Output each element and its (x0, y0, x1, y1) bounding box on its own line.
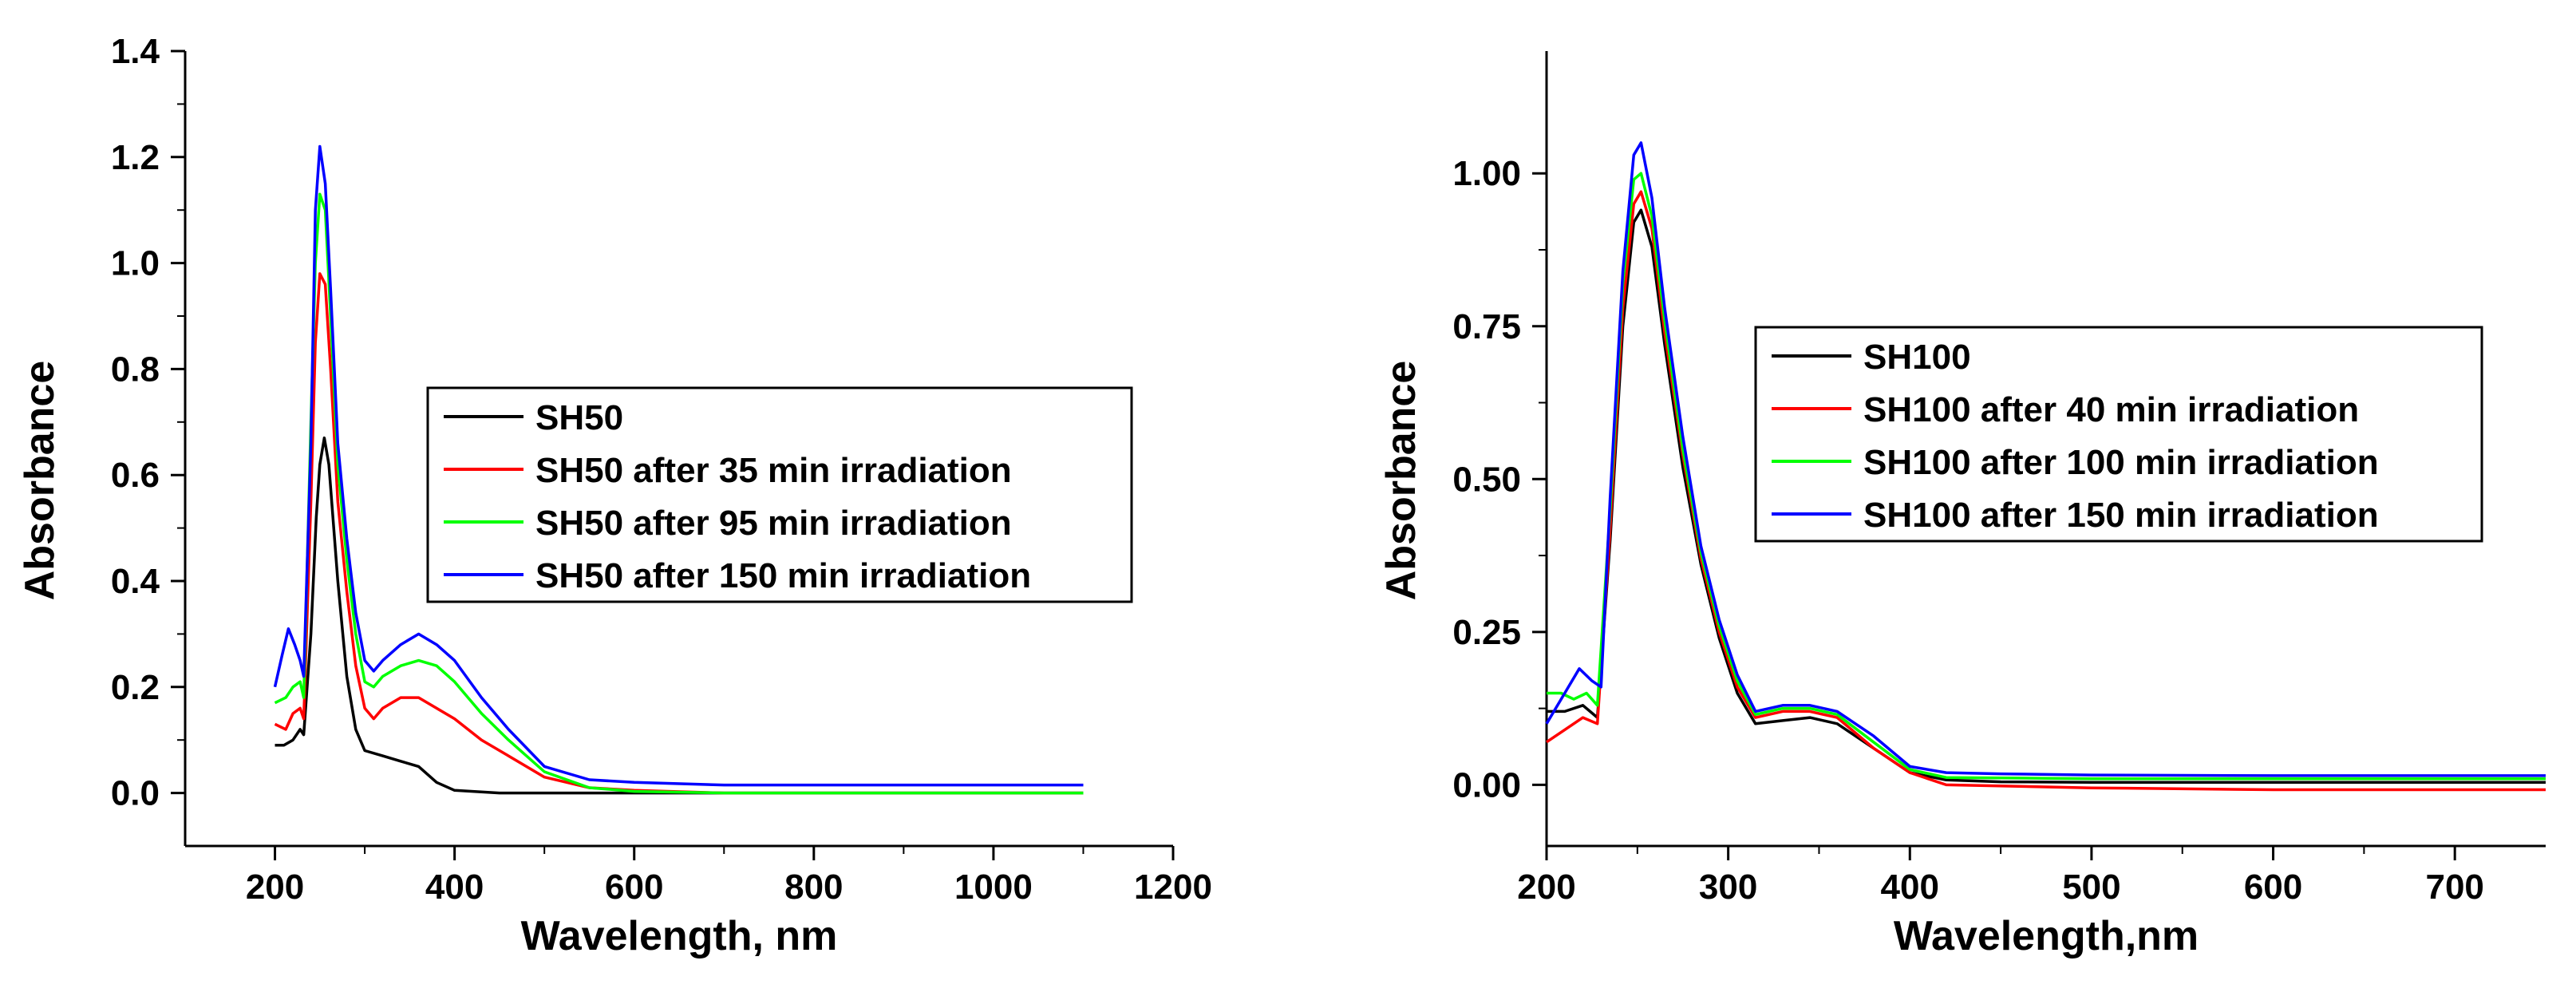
legend-box (426, 386, 1133, 603)
legend-label-3: SH50 after 95 min irradiation (535, 504, 1012, 543)
x-tick-label: 400 (1881, 868, 1939, 907)
legend-label-4: SH50 after 150 min irradiation (535, 556, 1031, 595)
x-tick-label: 500 (2062, 868, 2120, 907)
y-tick-label: 0.8 (111, 350, 160, 389)
y-tick-label: 0.0 (111, 774, 160, 813)
x-tick-label: 1200 (1134, 868, 1212, 907)
y-axis-title: Absorbance (1378, 361, 1424, 601)
x-tick-label: 700 (2425, 868, 2483, 907)
y-tick-label: 0.4 (111, 562, 160, 601)
legend: SH50 SH50 after 35 min irradiation SH50 af… (426, 386, 1133, 603)
series-line-3 (1547, 172, 2546, 781)
x-tick-label: 800 (784, 868, 843, 907)
y-tick-label: 1.2 (111, 138, 160, 177)
x-tick-label: 300 (1699, 868, 1757, 907)
y-tick-label: 0.2 (111, 668, 160, 707)
legend-label-2: SH50 after 35 min irradiation (535, 451, 1012, 490)
legend-label-1: SH50 (535, 398, 623, 437)
legend-label-3: SH100 after 100 min irradiation (1863, 443, 2379, 482)
series-line-1 (275, 436, 1084, 795)
legend-label-4: SH100 after 150 min irradiation (1863, 496, 2379, 535)
y-tick-label: 0.75 (1452, 307, 1521, 346)
x-tick-label: 400 (425, 868, 484, 907)
y-axis-title: Absorbance (17, 361, 63, 601)
x-tick-label: 600 (2244, 868, 2302, 907)
y-tick-label: 1.0 (111, 244, 160, 283)
x-tick-label: 600 (605, 868, 663, 907)
y-tick-label: 0.25 (1452, 613, 1521, 652)
series-line-4 (1545, 141, 2546, 777)
series-line-4 (273, 144, 1084, 787)
chart-1: 200 400 600 800 1000 1200 0.0 0.2 0.4 0.6 0.8 1.0 1.… (17, 32, 1212, 959)
y-tick-label: 0.00 (1452, 765, 1521, 804)
y-tick-label: 1.4 (111, 32, 160, 71)
legend-box (1754, 326, 2483, 543)
x-axis-title: Wavelength,nm (1894, 913, 2199, 959)
x-tick-label: 200 (246, 868, 304, 907)
y-tick-label: 1.00 (1452, 154, 1521, 193)
x-tick-label: 1000 (954, 868, 1033, 907)
legend: SH100 SH100 after 40 min irradiation SH100… (1754, 326, 2483, 543)
legend-label-2: SH100 after 40 min irradiation (1863, 390, 2359, 429)
y-tick-label: 0.50 (1452, 460, 1521, 499)
x-tick-label: 200 (1517, 868, 1575, 907)
y-tick-label: 0.6 (111, 456, 160, 495)
legend-label-1: SH100 (1863, 338, 1971, 377)
chart-2: 200 300 400 500 600 700 0.00 0.25 0.50 0.75 1.00 Wa… (1378, 51, 2546, 959)
x-axis-title: Wavelength, nm (521, 913, 838, 959)
